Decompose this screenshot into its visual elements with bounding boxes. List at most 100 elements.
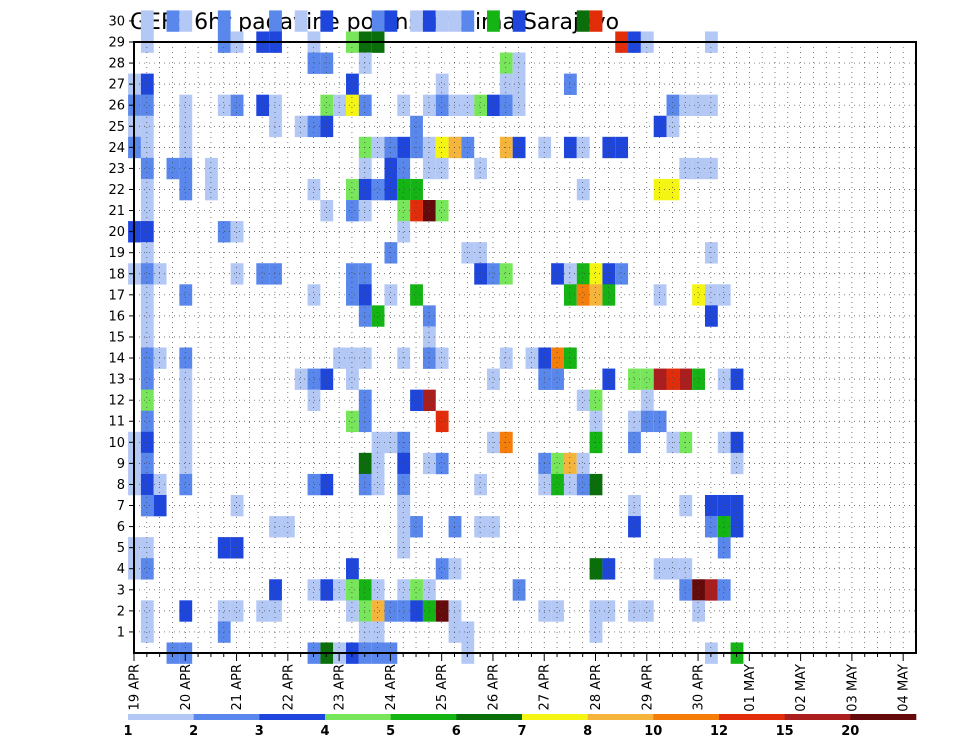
heatmap-cell — [499, 94, 513, 117]
heatmap-cell — [384, 431, 398, 454]
heatmap-cell — [140, 157, 154, 180]
heatmap-cell — [320, 579, 334, 601]
heatmap-cell — [320, 94, 334, 117]
heatmap-cell — [499, 73, 513, 95]
heatmap-cell — [487, 94, 500, 117]
heatmap-cell — [371, 579, 385, 601]
heatmap-cell — [230, 94, 244, 117]
heatmap-cell — [269, 579, 282, 601]
heatmap-cell — [435, 410, 449, 433]
heatmap-cell — [307, 579, 321, 601]
y-tick-label: 5 — [117, 541, 125, 556]
grid-lines — [134, 41, 916, 653]
heatmap-cell — [397, 94, 411, 117]
heatmap-cell — [499, 431, 513, 454]
y-tick-label: 24 — [108, 141, 125, 156]
heatmap-cell — [358, 52, 372, 74]
heatmap-cell — [358, 136, 372, 159]
heatmap-cell — [294, 10, 308, 32]
y-tick-label: 23 — [108, 162, 125, 177]
heatmap-cell — [692, 284, 705, 306]
heatmap-cell — [474, 157, 488, 180]
colorbar-label: 8 — [583, 724, 592, 739]
heatmap-cell — [179, 136, 193, 159]
heatmap-cell — [435, 157, 449, 180]
colorbar-swatch — [850, 714, 917, 720]
heatmap-cell — [320, 10, 334, 32]
heatmap-cell — [589, 558, 603, 580]
y-tick-label: 8 — [117, 478, 125, 493]
heatmap-cell — [461, 136, 475, 159]
heatmap-cell — [589, 263, 603, 285]
heatmap-cell — [179, 452, 193, 475]
heatmap-cell — [153, 263, 167, 285]
heatmap-cell — [269, 516, 282, 538]
heatmap-cell — [230, 221, 244, 243]
x-tick-label: 02 MAY — [794, 664, 809, 712]
heatmap-cell — [410, 136, 423, 159]
heatmap-cell — [358, 94, 372, 117]
heatmap-cell — [410, 579, 423, 601]
heatmap-cell — [140, 368, 154, 390]
heatmap-cell — [666, 115, 680, 138]
heatmap-cell — [461, 94, 475, 117]
heatmap-cell — [666, 94, 680, 117]
heatmap-cell — [499, 136, 513, 159]
heatmap-cell — [576, 473, 590, 496]
heatmap-cell — [397, 600, 411, 622]
heatmap-cell — [397, 516, 411, 538]
heatmap-cell — [589, 473, 603, 496]
heatmap-cell — [576, 452, 590, 475]
heatmap-cell — [256, 600, 270, 622]
heatmap-cell — [576, 263, 590, 285]
colorbar-swatch — [259, 714, 326, 720]
heatmap-cell — [730, 431, 744, 454]
colorbar-label: 4 — [320, 724, 329, 739]
heatmap-cell — [551, 368, 564, 390]
heatmap-cell — [346, 94, 359, 117]
heatmap-cell — [435, 73, 449, 95]
y-tick-label: 16 — [108, 309, 125, 324]
heatmap-cell — [346, 347, 359, 369]
heatmap-cell — [397, 157, 411, 180]
heatmap-cell — [410, 200, 423, 222]
y-tick-label: 10 — [108, 436, 125, 451]
y-tick-label: 12 — [108, 394, 125, 409]
heatmap-cell — [474, 516, 488, 538]
heatmap-cell — [307, 284, 321, 306]
heatmap-cell — [589, 10, 603, 32]
heatmap-cell — [179, 284, 193, 306]
heatmap-cell — [576, 178, 590, 201]
heatmap-cell — [435, 347, 449, 369]
heatmap-cell — [615, 136, 629, 159]
heatmap-cell — [679, 94, 693, 117]
heatmap-cell — [461, 10, 475, 32]
heatmap-cell — [576, 284, 590, 306]
heatmap-cell — [269, 263, 282, 285]
heatmap-cell — [730, 494, 744, 517]
heatmap-cell — [397, 200, 411, 222]
heatmap-cell — [179, 600, 193, 622]
heatmap-cell — [397, 136, 411, 159]
heatmap-cell — [269, 10, 282, 32]
colorbar-label: 10 — [644, 724, 662, 739]
heatmap-cell — [474, 263, 488, 285]
heatmap-cell — [640, 389, 654, 412]
heatmap-cell — [704, 305, 718, 327]
heatmap-cell — [397, 178, 411, 201]
heatmap-cell — [230, 537, 244, 559]
y-tick-label: 25 — [108, 120, 125, 135]
heatmap-cell — [140, 410, 154, 433]
heatmap-cell — [358, 621, 372, 643]
heatmap-cell — [140, 452, 154, 475]
heatmap-cell — [307, 115, 321, 138]
heatmap-cell — [653, 178, 667, 201]
heatmap-cell — [153, 473, 167, 496]
heatmap-cell — [487, 263, 500, 285]
heatmap-cell — [563, 136, 577, 159]
y-tick-label: 3 — [117, 583, 125, 598]
heatmap-cell — [140, 558, 154, 580]
colorbar-swatch — [390, 714, 457, 720]
heatmap-cell — [371, 305, 385, 327]
